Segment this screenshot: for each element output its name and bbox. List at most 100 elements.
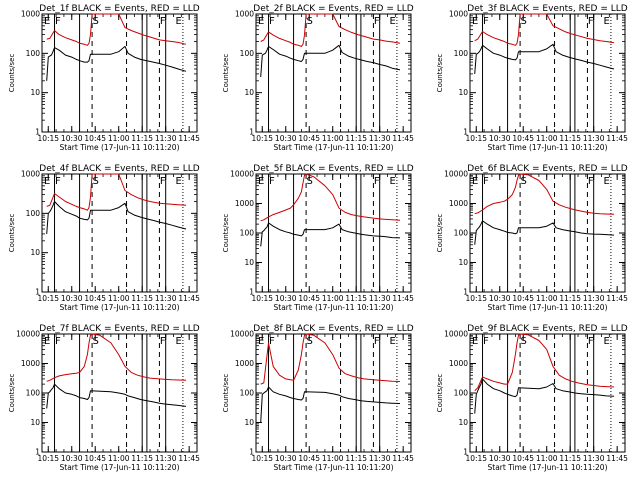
marker-label: E xyxy=(604,336,610,347)
marker-label: E xyxy=(604,16,610,27)
chart-title: Det_6f BLACK = Events, RED = LLD xyxy=(467,164,627,174)
marker-label: E xyxy=(176,176,182,187)
chart-panel-1: Det_1f BLACK = Events, RED = LLD 1 10 100 10… xyxy=(8,4,200,152)
marker-label: F xyxy=(55,176,61,187)
y-tick-label: 100 xyxy=(454,49,469,58)
y-tick-label: 10000 xyxy=(16,330,40,339)
events-series-line xyxy=(46,45,187,81)
x-axis-label: Start Time (17-Jun-11 10:11:20) xyxy=(60,303,180,312)
marker-label: E xyxy=(176,16,182,27)
marker-label: F xyxy=(374,176,380,187)
marker-label: F xyxy=(483,176,489,187)
y-tick-label: 10 xyxy=(244,258,254,267)
y-tick-label: 1000 xyxy=(21,10,40,19)
lld-series-line xyxy=(474,173,615,215)
chart-title: Det_1f BLACK = Events, RED = LLD xyxy=(39,4,199,14)
x-axis-label: Start Time (17-Jun-11 10:11:20) xyxy=(60,143,180,152)
y-axis-label: Counts/sec xyxy=(436,54,444,93)
chart-panel-9: Det_9f BLACK = Events, RED = LLD 1 10 100 10… xyxy=(436,324,628,472)
x-tick-label: 10:15 xyxy=(251,134,273,143)
x-tick-label: 11:00 xyxy=(322,294,344,303)
chart-panel-4: Det_4f BLACK = Events, RED = LLD 1 10 100 10… xyxy=(8,164,200,312)
marker-label: F xyxy=(160,176,166,187)
y-tick-label: 100 xyxy=(454,389,469,398)
chart-panel-7: Det_7f BLACK = Events, RED = LLD 1 10 100 10… xyxy=(8,324,200,472)
x-axis-label: Start Time (17-Jun-11 10:11:20) xyxy=(274,143,394,152)
y-tick-label: 1000 xyxy=(449,359,468,368)
chart-panel-3: Det_3f BLACK = Events, RED = LLD 1 10 100 10… xyxy=(436,4,628,152)
x-tick-label: 11:00 xyxy=(108,294,130,303)
y-tick-label: 1000 xyxy=(235,359,254,368)
x-tick-label: 11:00 xyxy=(108,454,130,463)
y-axis-label: Counts/sec xyxy=(222,54,230,93)
chart-title: Det_3f BLACK = Events, RED = LLD xyxy=(467,4,627,14)
chart-panel-8: Det_8f BLACK = Events, RED = LLD 1 10 100 10… xyxy=(222,324,414,472)
x-tick-label: 11:00 xyxy=(536,134,558,143)
marker-label: E xyxy=(390,16,396,27)
marker-label: E xyxy=(44,336,50,347)
y-axis-label: Counts/sec xyxy=(436,214,444,253)
x-tick-label: 11:30 xyxy=(369,454,391,463)
x-tick-label: 10:30 xyxy=(61,134,83,143)
x-tick-label: 11:45 xyxy=(178,454,200,463)
y-axis-label: Counts/sec xyxy=(8,374,16,413)
lld-series-line xyxy=(46,13,187,46)
chart-panel-2: Det_2f BLACK = Events, RED = LLD 1 10 100 10… xyxy=(222,4,414,152)
x-tick-label: 11:30 xyxy=(155,134,177,143)
marker-label: S xyxy=(93,16,99,27)
lld-series-line xyxy=(260,333,401,385)
x-tick-label: 11:45 xyxy=(606,454,628,463)
x-axis-label: Start Time (17-Jun-11 10:11:20) xyxy=(488,463,608,472)
x-tick-label: 10:45 xyxy=(512,294,534,303)
marker-label: S xyxy=(93,176,99,187)
events-series-line xyxy=(474,43,615,74)
x-axis-label: Start Time (17-Jun-11 10:11:20) xyxy=(60,463,180,472)
marker-label: F xyxy=(483,16,489,27)
x-axis-label: Start Time (17-Jun-11 10:11:20) xyxy=(274,463,394,472)
x-tick-label: 10:45 xyxy=(298,294,320,303)
y-tick-label: 100 xyxy=(26,49,41,58)
x-tick-label: 11:30 xyxy=(583,454,605,463)
x-tick-label: 11:30 xyxy=(583,134,605,143)
marker-label: S xyxy=(307,16,313,27)
marker-label: E xyxy=(44,16,50,27)
marker-label: E xyxy=(390,176,396,187)
x-tick-label: 11:15 xyxy=(131,294,153,303)
x-tick-label: 11:00 xyxy=(322,454,344,463)
y-tick-label: 100 xyxy=(240,229,255,238)
plot-frame xyxy=(41,173,198,293)
marker-label: F xyxy=(160,336,166,347)
marker-label: S xyxy=(307,176,313,187)
x-tick-label: 10:15 xyxy=(251,294,273,303)
marker-label: F xyxy=(588,176,594,187)
events-series-line xyxy=(46,201,187,234)
x-tick-label: 11:45 xyxy=(178,294,200,303)
x-tick-label: 10:30 xyxy=(489,454,511,463)
x-axis-label: Start Time (17-Jun-11 10:11:20) xyxy=(488,303,608,312)
plot-frame xyxy=(469,13,626,133)
y-tick-label: 1 xyxy=(35,288,40,297)
x-tick-label: 11:45 xyxy=(178,134,200,143)
chart-title: Det_8f BLACK = Events, RED = LLD xyxy=(253,324,413,334)
y-axis-label: Counts/sec xyxy=(8,214,16,253)
y-tick-label: 1000 xyxy=(21,170,40,179)
marker-label: F xyxy=(160,16,166,27)
y-tick-label: 1000 xyxy=(235,10,254,19)
x-tick-label: 11:15 xyxy=(131,454,153,463)
events-series-line xyxy=(474,220,615,245)
x-tick-label: 11:15 xyxy=(131,134,153,143)
x-tick-label: 10:30 xyxy=(61,454,83,463)
x-tick-label: 10:15 xyxy=(465,294,487,303)
marker-label: E xyxy=(472,176,478,187)
marker-label: S xyxy=(307,336,313,347)
x-tick-label: 10:15 xyxy=(37,294,59,303)
x-tick-label: 11:30 xyxy=(369,294,391,303)
y-tick-label: 1 xyxy=(249,128,254,137)
marker-label: S xyxy=(521,336,527,347)
x-tick-label: 10:15 xyxy=(465,454,487,463)
x-tick-label: 10:45 xyxy=(84,134,106,143)
y-tick-label: 1000 xyxy=(449,199,468,208)
x-tick-label: 11:15 xyxy=(559,454,581,463)
marker-label: E xyxy=(258,336,264,347)
y-axis-label: Counts/sec xyxy=(222,374,230,413)
